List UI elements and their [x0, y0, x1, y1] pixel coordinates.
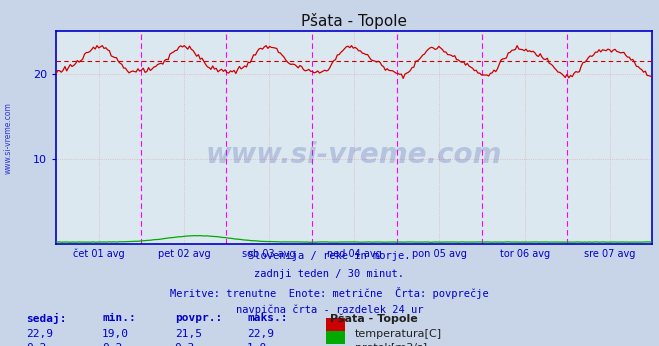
Text: min.:: min.:	[102, 313, 136, 323]
Text: www.si-vreme.com: www.si-vreme.com	[3, 102, 13, 174]
Text: 1,0: 1,0	[247, 343, 268, 346]
Text: zadnji teden / 30 minut.: zadnji teden / 30 minut.	[254, 269, 405, 279]
Text: www.si-vreme.com: www.si-vreme.com	[206, 140, 502, 169]
Text: navpična črta - razdelek 24 ur: navpična črta - razdelek 24 ur	[236, 305, 423, 315]
Text: Pšata - Topole: Pšata - Topole	[330, 313, 417, 324]
Text: Slovenija / reke in morje.: Slovenija / reke in morje.	[248, 251, 411, 261]
Text: pretok[m3/s]: pretok[m3/s]	[355, 343, 426, 346]
Text: sedaj:: sedaj:	[26, 313, 67, 324]
Text: 0,2: 0,2	[26, 343, 47, 346]
Text: Meritve: trenutne  Enote: metrične  Črta: povprečje: Meritve: trenutne Enote: metrične Črta: …	[170, 287, 489, 299]
Text: 19,0: 19,0	[102, 329, 129, 339]
Text: 22,9: 22,9	[26, 329, 53, 339]
Title: Pšata - Topole: Pšata - Topole	[301, 12, 407, 29]
Text: temperatura[C]: temperatura[C]	[355, 329, 442, 339]
Text: maks.:: maks.:	[247, 313, 287, 323]
Text: 0,3: 0,3	[175, 343, 195, 346]
Text: 22,9: 22,9	[247, 329, 274, 339]
Text: 0,2: 0,2	[102, 343, 123, 346]
Text: povpr.:: povpr.:	[175, 313, 222, 323]
Text: 21,5: 21,5	[175, 329, 202, 339]
